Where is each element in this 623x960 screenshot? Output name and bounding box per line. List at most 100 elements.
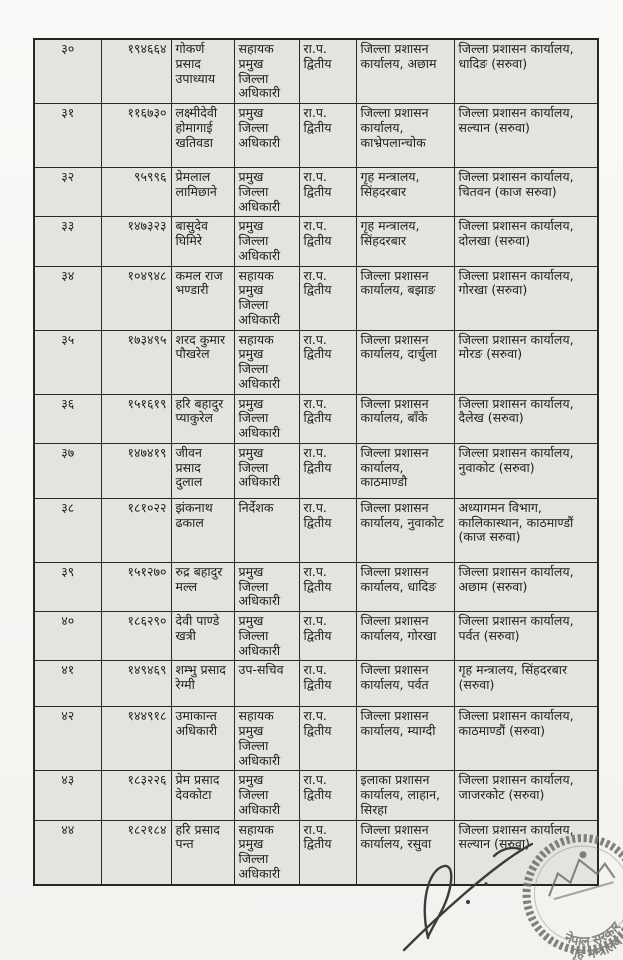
cell-serial-number: ३३ bbox=[33, 216, 102, 267]
cell-position: सहायक प्रमुख जिल्ला अधिकारी bbox=[233, 38, 300, 104]
cell-rank: रा.प. द्वितीय bbox=[298, 103, 357, 168]
cell-new-office: जिल्ला प्रशासन कार्यालय, अछाम (सरुवा) bbox=[453, 561, 599, 613]
cell-rank: रा.प. द्वितीय bbox=[298, 561, 357, 613]
cell-name: उमाकान्त अधिकारी bbox=[170, 706, 235, 772]
cell-serial-number: ४० bbox=[33, 610, 102, 662]
cell-serial-number: ३६ bbox=[33, 393, 102, 444]
stamp-org-text: नेपाल सरकार bbox=[558, 916, 623, 956]
cell-position: उप-सचिव bbox=[233, 660, 300, 708]
table-row: ३७ १४७४१९ जीवन प्रसाद दुलाल प्रमुख जिल्ल… bbox=[33, 442, 599, 499]
cell-position: प्रमुख जिल्ला अधिकारी bbox=[233, 103, 300, 168]
cell-position: सहायक प्रमुख जिल्ला अधिकारी bbox=[233, 329, 300, 395]
cell-current-office: जिल्ला प्रशासन कार्यालय, बझाङ bbox=[355, 265, 455, 331]
cell-rank: रा.प. द्वितीय bbox=[298, 38, 357, 104]
cell-employee-id: १९४६६४ bbox=[100, 38, 172, 104]
cell-rank: रा.प. द्वितीय bbox=[298, 393, 357, 444]
cell-rank: रा.प. द्वितीय bbox=[298, 497, 357, 563]
cell-rank: रा.प. द्वितीय bbox=[298, 329, 357, 395]
table-row: ३९ १५१२७० रुद्र बहादुर मल्ल प्रमुख जिल्ल… bbox=[33, 561, 599, 613]
cell-name: हरि बहादुर प्याकुरेल bbox=[170, 393, 235, 444]
cell-employee-id: १५१६१९ bbox=[100, 393, 172, 444]
cell-new-office: जिल्ला प्रशासन कार्यालय, दैलेख (सरुवा) bbox=[453, 393, 599, 444]
cell-serial-number: ३२ bbox=[33, 166, 102, 218]
cell-name: रुद्र बहादुर मल्ल bbox=[170, 561, 235, 613]
cell-position: प्रमुख जिल्ला अधिकारी bbox=[233, 442, 300, 499]
stamp-ministry-text: गृह मन्त्रालय bbox=[564, 932, 623, 960]
cell-new-office: जिल्ला प्रशासन कार्यालय, काठमाण्डौं (सरु… bbox=[453, 706, 599, 772]
cell-serial-number: ३८ bbox=[33, 497, 102, 563]
cell-position: प्रमुख जिल्ला अधिकारी bbox=[233, 610, 300, 662]
cell-current-office: जिल्ला प्रशासन कार्यालय, काठमाण्डौ bbox=[355, 442, 455, 499]
cell-new-office: अध्यागमन विभाग, कालिकास्थान, काठमाण्डौं … bbox=[453, 497, 599, 563]
cell-position: प्रमुख जिल्ला अधिकारी bbox=[233, 561, 300, 613]
table-row: ३८ १८१०२२ झंकनाथ ढकाल निर्देशक रा.प. द्व… bbox=[33, 497, 599, 563]
cell-rank: रा.प. द्वितीय bbox=[298, 610, 357, 662]
cell-new-office: जिल्ला प्रशासन कार्यालय, जाजरकोट (सरुवा) bbox=[453, 770, 599, 821]
table-row: ३३ १४७३२३ बासुदेव घिमिरे प्रमुख जिल्ला अ… bbox=[33, 216, 599, 267]
cell-name: झंकनाथ ढकाल bbox=[170, 497, 235, 563]
cell-employee-id: १४७४१९ bbox=[100, 442, 172, 499]
table-row: ३६ १५१६१९ हरि बहादुर प्याकुरेल प्रमुख जि… bbox=[33, 393, 599, 444]
signature-dot bbox=[466, 900, 470, 904]
table-row: ४३ १८३२२६ प्रेम प्रसाद देवकोटा प्रमुख जि… bbox=[33, 770, 599, 821]
cell-employee-id: १८३२२६ bbox=[100, 770, 172, 821]
cell-name: हरि प्रसाद पन्त bbox=[170, 819, 235, 885]
cell-new-office: जिल्ला प्रशासन कार्यालय, मोरङ (सरुवा) bbox=[453, 329, 599, 395]
cell-employee-id: ११६७३० bbox=[100, 103, 172, 168]
cell-new-office: गृह मन्त्रालय, सिंहदरबार (सरुवा) bbox=[453, 660, 599, 708]
cell-new-office: जिल्ला प्रशासन कार्यालय, धादिङ (सरुवा) bbox=[453, 38, 599, 104]
cell-current-office: जिल्ला प्रशासन कार्यालय, काभ्रेपलान्चोक bbox=[355, 103, 455, 168]
cell-current-office: जिल्ला प्रशासन कार्यालय, रसुवा bbox=[355, 819, 455, 885]
cell-current-office: जिल्ला प्रशासन कार्यालय, पर्वत bbox=[355, 660, 455, 708]
table-row: ४२ १४४९१८ उमाकान्त अधिकारी सहायक प्रमुख … bbox=[33, 706, 599, 772]
cell-new-office: जिल्ला प्रशासन कार्यालय, पर्वत (सरुवा) bbox=[453, 610, 599, 662]
transfer-table: ३० १९४६६४ गोकर्ण प्रसाद उपाध्याय सहायक प… bbox=[33, 38, 599, 886]
cell-employee-id: १४४९१८ bbox=[100, 706, 172, 772]
table-row: ३५ १७३४९५ शरद कुमार पौखरेल सहायक प्रमुख … bbox=[33, 329, 599, 395]
cell-rank: रा.प. द्वितीय bbox=[298, 442, 357, 499]
cell-name: प्रेम प्रसाद देवकोटा bbox=[170, 770, 235, 821]
cell-name: जीवन प्रसाद दुलाल bbox=[170, 442, 235, 499]
cell-employee-id: १८२१८४ bbox=[100, 819, 172, 885]
cell-new-office: जिल्ला प्रशासन कार्यालय, नुवाकोट (सरुवा) bbox=[453, 442, 599, 499]
cell-name: शरद कुमार पौखरेल bbox=[170, 329, 235, 395]
cell-new-office: जिल्ला प्रशासन कार्यालय, सल्यान (सरुवा) bbox=[453, 103, 599, 168]
cell-position: प्रमुख जिल्ला अधिकारी bbox=[233, 770, 300, 821]
cell-employee-id: १४७३२३ bbox=[100, 216, 172, 267]
cell-employee-id: ९५९९६ bbox=[100, 166, 172, 218]
cell-current-office: गृह मन्त्रालय, सिंहदरबार bbox=[355, 166, 455, 218]
cell-current-office: जिल्ला प्रशासन कार्यालय, धादिङ bbox=[355, 561, 455, 613]
cell-employee-id: १७३४९५ bbox=[100, 329, 172, 395]
cell-employee-id: १५१२७० bbox=[100, 561, 172, 613]
cell-current-office: जिल्ला प्रशासन कार्यालय, अछाम bbox=[355, 38, 455, 104]
cell-serial-number: ३४ bbox=[33, 265, 102, 331]
cell-current-office: इलाका प्रशासन कार्यालय, लाहान, सिरहा bbox=[355, 770, 455, 821]
cell-name: कमल राज भण्डारी bbox=[170, 265, 235, 331]
table-row: ३१ ११६७३० लक्ष्मीदेवी होमागाई खतिवडा प्र… bbox=[33, 103, 599, 168]
cell-serial-number: ४४ bbox=[33, 819, 102, 885]
cell-rank: रा.प. द्वितीय bbox=[298, 819, 357, 885]
cell-rank: रा.प. द्वितीय bbox=[298, 265, 357, 331]
cell-serial-number: ४१ bbox=[33, 660, 102, 708]
cell-rank: रा.प. द्वितीय bbox=[298, 660, 357, 708]
cell-current-office: जिल्ला प्रशासन कार्यालय, नुवाकोट bbox=[355, 497, 455, 563]
cell-current-office: जिल्ला प्रशासन कार्यालय, गोरखा bbox=[355, 610, 455, 662]
cell-name: प्रेमलाल लामिछाने bbox=[170, 166, 235, 218]
cell-position: प्रमुख जिल्ला अधिकारी bbox=[233, 216, 300, 267]
svg-text:गृह मन्त्रालय: गृह मन्त्रालय bbox=[564, 932, 623, 960]
cell-serial-number: ३७ bbox=[33, 442, 102, 499]
cell-position: प्रमुख जिल्ला अधिकारी bbox=[233, 166, 300, 218]
cell-new-office: जिल्ला प्रशासन कार्यालय, सल्यान (सरुवा) bbox=[453, 819, 599, 885]
cell-rank: रा.प. द्वितीय bbox=[298, 216, 357, 267]
cell-name: बासुदेव घिमिरे bbox=[170, 216, 235, 267]
cell-rank: रा.प. द्वितीय bbox=[298, 706, 357, 772]
table-row: ३४ १०४९४८ कमल राज भण्डारी सहायक प्रमुख ज… bbox=[33, 265, 599, 331]
cell-rank: रा.प. द्वितीय bbox=[298, 770, 357, 821]
table-row: ४४ १८२१८४ हरि प्रसाद पन्त सहायक प्रमुख ज… bbox=[33, 819, 599, 885]
cell-position: प्रमुख जिल्ला अधिकारी bbox=[233, 393, 300, 444]
cell-new-office: जिल्ला प्रशासन कार्यालय, चितवन (काज सरुव… bbox=[453, 166, 599, 218]
cell-position: सहायक प्रमुख जिल्ला अधिकारी bbox=[233, 265, 300, 331]
table-row: ४१ १४९४६९ शम्भु प्रसाद रेग्मी उप-सचिव रा… bbox=[33, 660, 599, 708]
cell-current-office: जिल्ला प्रशासन कार्यालय, बाँके bbox=[355, 393, 455, 444]
